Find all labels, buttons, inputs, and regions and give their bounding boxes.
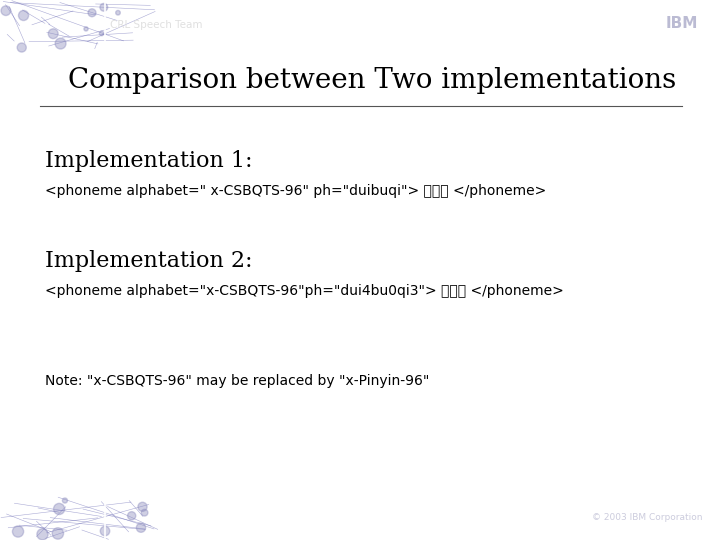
Circle shape	[63, 498, 68, 503]
Circle shape	[84, 27, 88, 31]
Circle shape	[19, 10, 29, 21]
Circle shape	[99, 31, 104, 36]
Circle shape	[88, 9, 96, 17]
Text: <phoneme alphabet="x-CSBQTS-96"ph="dui4bu0qi3"> 对不起 </phoneme>: <phoneme alphabet="x-CSBQTS-96"ph="dui4b…	[45, 284, 564, 298]
Text: © 2003 IBM Corporation: © 2003 IBM Corporation	[593, 514, 703, 523]
Circle shape	[17, 43, 26, 52]
Circle shape	[136, 523, 145, 532]
Circle shape	[53, 503, 65, 515]
Text: Note: "x-CSBQTS-96" may be replaced by "x-Pinyin-96": Note: "x-CSBQTS-96" may be replaced by "…	[45, 374, 429, 388]
Circle shape	[1, 6, 11, 16]
Circle shape	[116, 10, 120, 15]
Circle shape	[127, 512, 136, 520]
Text: Implementation 2:: Implementation 2:	[45, 250, 253, 272]
Circle shape	[12, 526, 24, 537]
Circle shape	[141, 509, 148, 516]
Text: Comparison between Two implementations: Comparison between Two implementations	[68, 68, 676, 94]
Circle shape	[52, 528, 63, 539]
Circle shape	[100, 526, 109, 536]
Circle shape	[37, 529, 48, 540]
Circle shape	[138, 502, 147, 511]
Text: Implementation 1:: Implementation 1:	[45, 150, 253, 172]
Circle shape	[55, 38, 66, 49]
Text: CRL Speech Team: CRL Speech Team	[110, 21, 202, 30]
Circle shape	[100, 3, 108, 11]
Circle shape	[48, 29, 58, 39]
Text: <phoneme alphabet=" x-CSBQTS-96" ph="duibuqi"> 对不起 </phoneme>: <phoneme alphabet=" x-CSBQTS-96" ph="dui…	[45, 184, 546, 198]
Text: IBM: IBM	[665, 16, 698, 31]
